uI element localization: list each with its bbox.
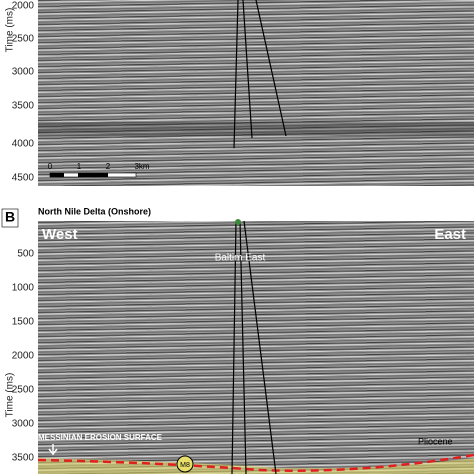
seismic-overlay-b [38, 221, 474, 474]
west-label: West [42, 226, 78, 243]
faults-a [233, 0, 287, 149]
faults-b [231, 220, 277, 474]
pliocene-label: Pliocene [418, 436, 453, 446]
messinian-unit [38, 458, 474, 474]
ticks-b: 500 1000 1500 2000 2500 3000 3500 [12, 249, 35, 464]
ticks-a: 2000 2500 3000 3500 4000 4500 [12, 1, 35, 184]
east-label: East [434, 226, 466, 243]
tick-label: 2500 [12, 385, 35, 396]
axis-label: Time (ms) [5, 373, 16, 418]
scale-label: 0 [48, 162, 53, 171]
axis-label: Time (ms) [5, 8, 16, 53]
scale-label: 2 [106, 162, 111, 171]
erosion-surface [37, 453, 474, 472]
marker-label: M8 [180, 462, 190, 469]
tick-label: 500 [17, 249, 34, 260]
scale-bar: 0 1 2 3km [48, 162, 150, 178]
surface-label: MESSINIAN EROSION SURFACE [38, 433, 163, 442]
seismic-overlay-a [38, 0, 474, 186]
panel-letter: B [5, 209, 15, 225]
panel-box [1, 208, 19, 228]
tick-label: 2000 [12, 351, 35, 362]
tick-label: 3000 [12, 419, 35, 430]
arrow [48, 444, 58, 456]
tick-label: 4500 [12, 173, 35, 184]
tick-label: 1000 [12, 283, 35, 294]
tick-label: 1500 [12, 317, 35, 328]
scale-label: 3km [134, 162, 149, 171]
tick-label: 2500 [12, 34, 35, 45]
tick-label: 2000 [12, 1, 35, 12]
tick-label: 3500 [12, 453, 35, 464]
tick-label: 3000 [12, 67, 35, 78]
well-symbol [235, 219, 241, 225]
tick-label: 4000 [12, 139, 35, 150]
scale-label: 1 [77, 162, 82, 171]
tick-label: 3500 [12, 101, 35, 112]
well-label: Baltim East [215, 253, 266, 264]
panel-title: North Nile Delta (Onshore) [38, 206, 151, 216]
reflector [38, 122, 474, 136]
marker-circle [176, 455, 194, 473]
